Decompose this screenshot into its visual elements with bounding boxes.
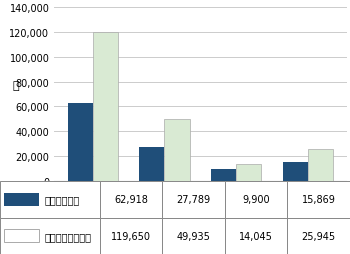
Text: 25,945: 25,945 [302, 231, 336, 241]
Text: 27,789: 27,789 [176, 195, 211, 205]
Bar [211, 169, 236, 182]
Text: 15,869: 15,869 [302, 195, 336, 205]
Text: 119,650: 119,650 [111, 231, 151, 241]
Y-axis label: 円: 円 [13, 81, 20, 91]
Bar [139, 147, 164, 182]
Bar [283, 162, 308, 182]
Text: 62,918: 62,918 [114, 195, 148, 205]
Bar [308, 149, 333, 182]
Bar [4, 193, 39, 206]
Text: 49,935: 49,935 [177, 231, 211, 241]
Text: 太陽熱温水器: 太陽熱温水器 [44, 195, 79, 205]
Bar [100, 218, 162, 254]
Bar [164, 120, 190, 182]
Bar [68, 103, 93, 182]
Bar [4, 229, 39, 242]
Bar [162, 218, 225, 254]
Bar [100, 182, 162, 218]
Bar [225, 182, 287, 218]
Bar [287, 218, 350, 254]
Text: 9,900: 9,900 [242, 195, 270, 205]
Bar [162, 182, 225, 218]
Text: 14,045: 14,045 [239, 231, 273, 241]
Bar [93, 33, 118, 182]
Text: ソーラーシステム: ソーラーシステム [44, 231, 91, 241]
Bar [225, 218, 287, 254]
Bar [0, 218, 100, 254]
Bar [287, 182, 350, 218]
Bar [0, 182, 100, 218]
Bar [236, 164, 261, 182]
